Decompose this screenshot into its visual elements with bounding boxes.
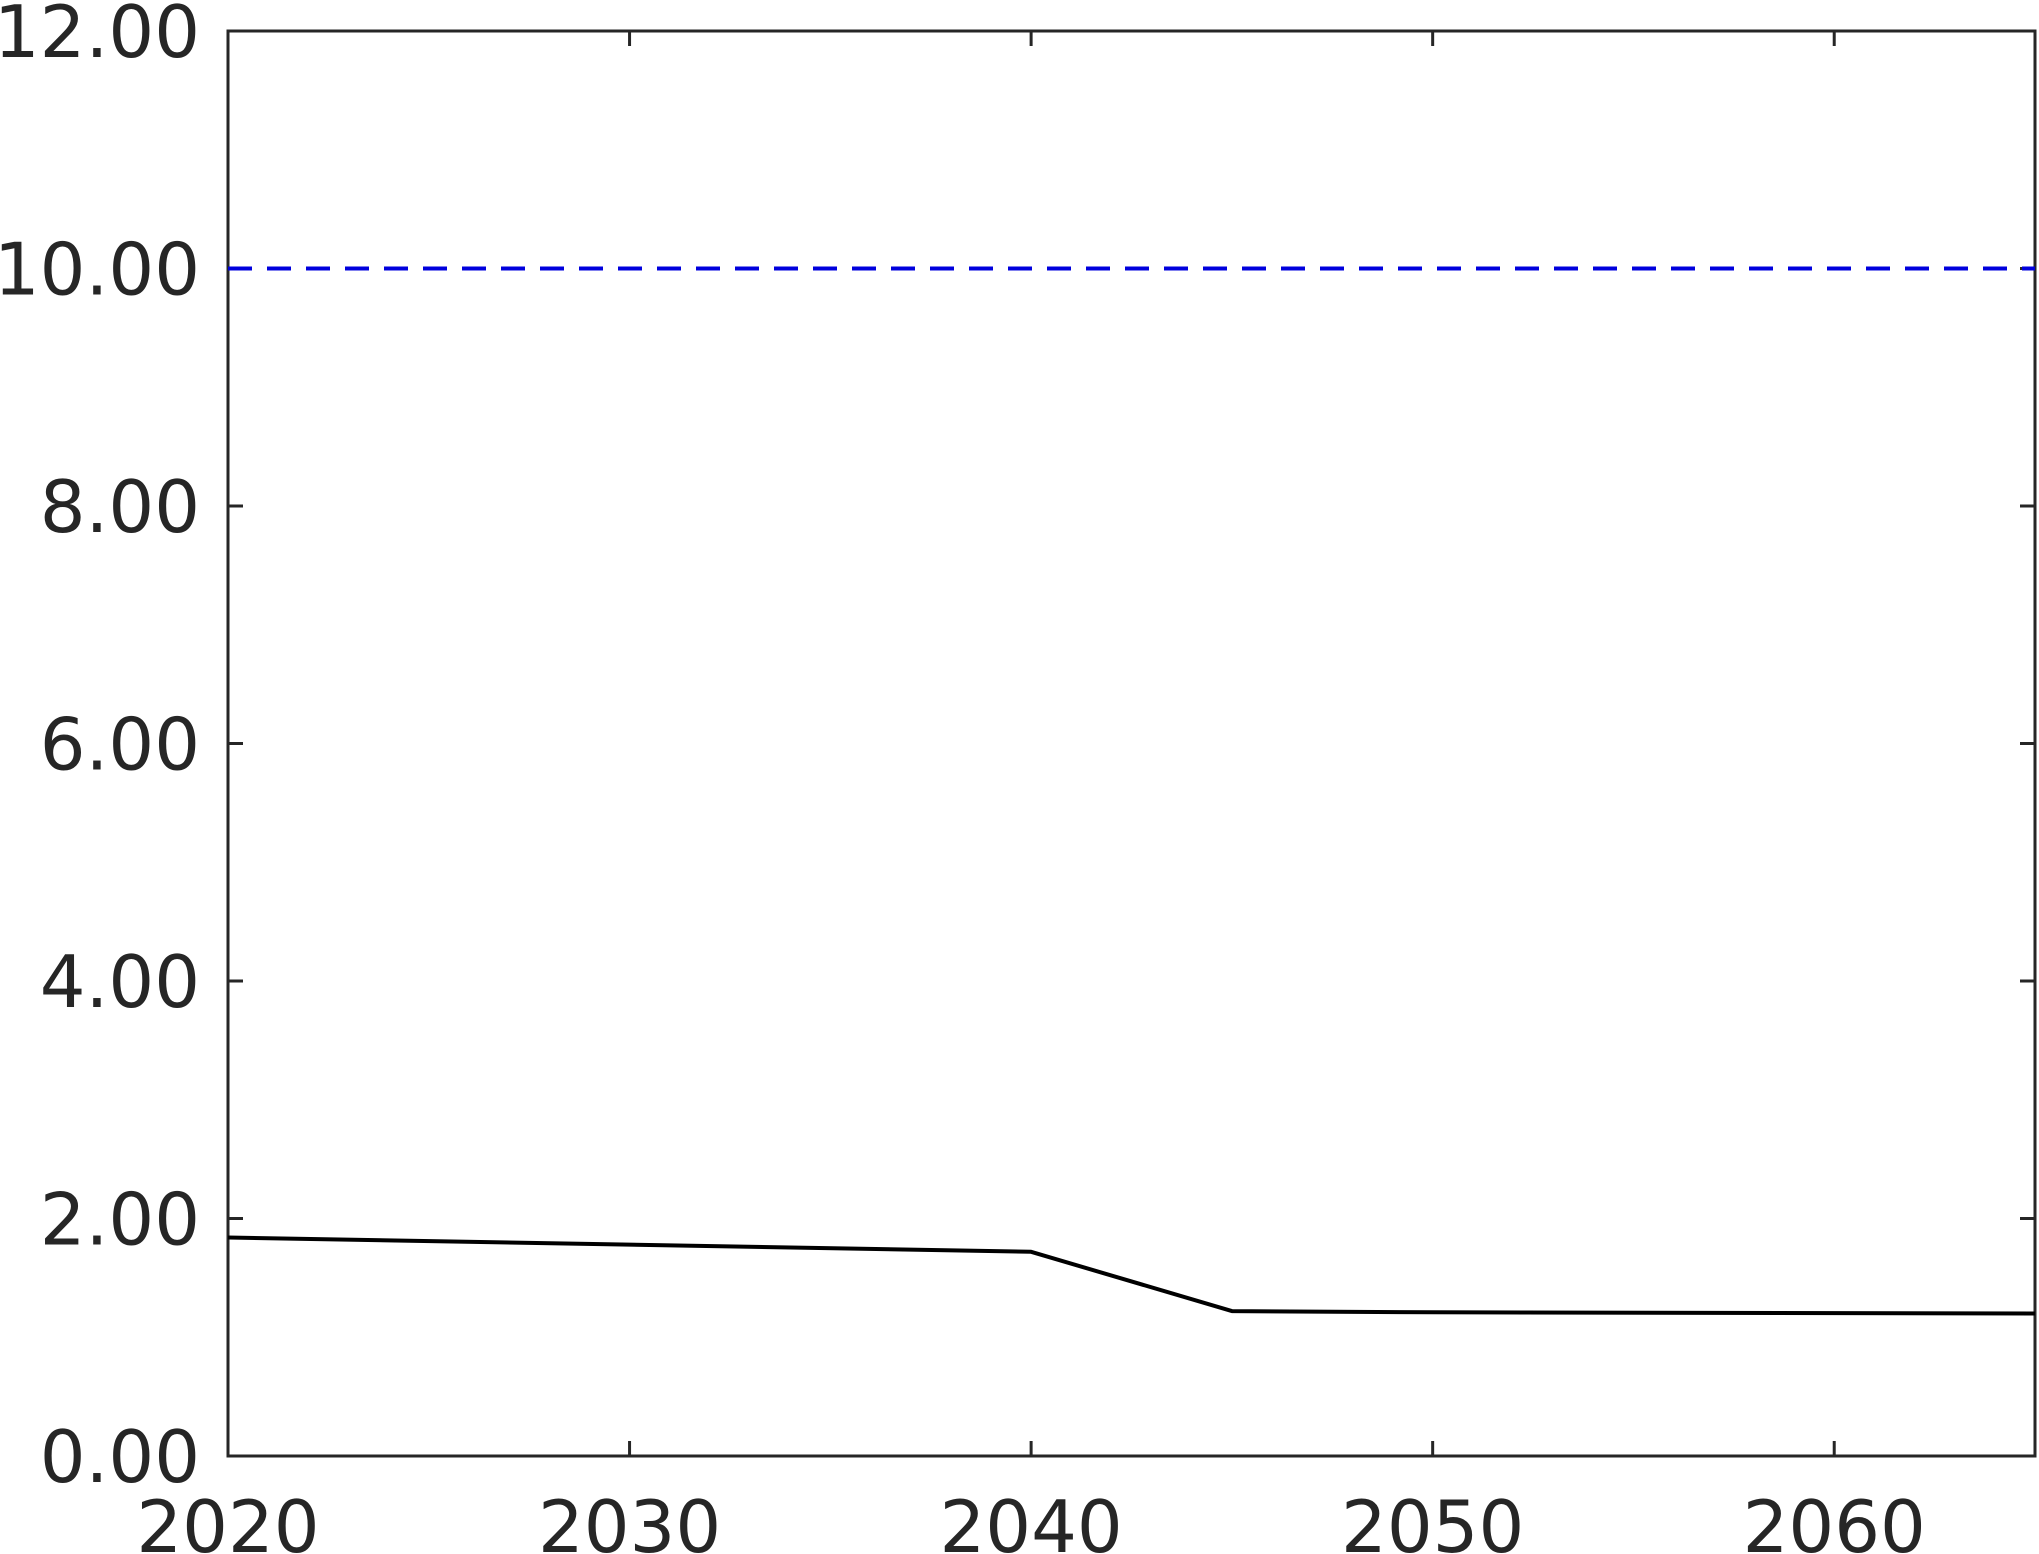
x-tick-label: 2020 — [136, 1485, 319, 1554]
y-tick-label: 0.00 — [40, 1415, 200, 1499]
tick-labels: 2020 2030 2040 2050 2060 0.00 2.00 4.00 6.00 8.00… — [0, 0, 1926, 1554]
series-layer — [227, 266, 2036, 1316]
x-tick-label: 2060 — [1743, 1485, 1926, 1554]
x-tick-label: 2040 — [939, 1485, 1122, 1554]
y-tick-label: 12.00 — [0, 0, 200, 74]
y-tick-label: 8.00 — [40, 465, 200, 549]
solid-series-line — [227, 1235, 2036, 1316]
y-tick-label: 2.00 — [40, 1178, 200, 1262]
y-tick-label: 6.00 — [40, 703, 200, 787]
y-tick-label: 10.00 — [0, 228, 200, 312]
x-tick-label: 2050 — [1341, 1485, 1524, 1554]
x-tick-label: 2030 — [538, 1485, 721, 1554]
y-tick-label: 4.00 — [40, 940, 200, 1024]
